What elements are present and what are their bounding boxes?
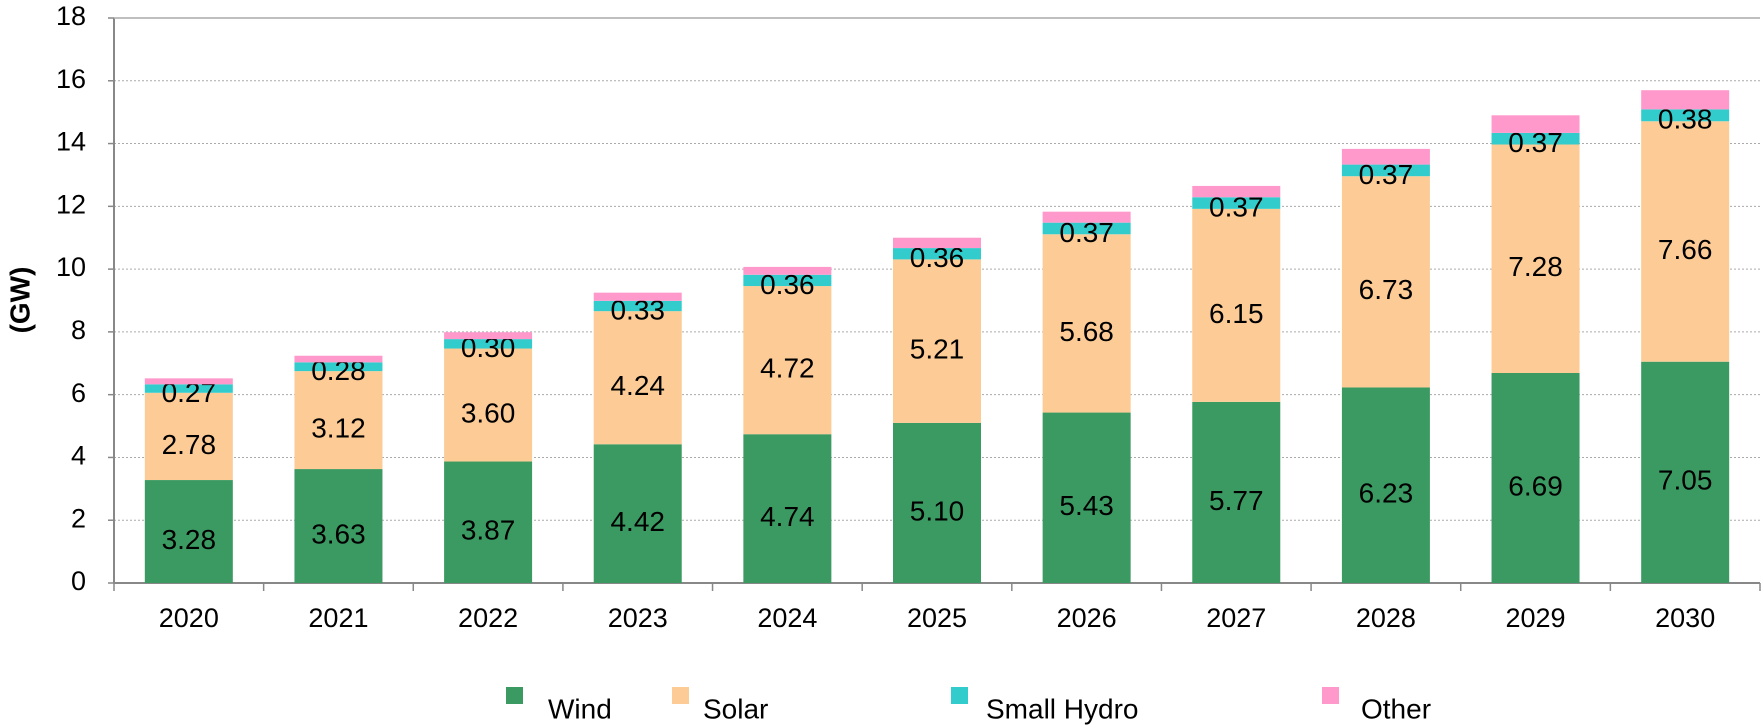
data-label: 3.12	[311, 412, 366, 443]
data-label: 4.74	[760, 501, 815, 532]
bar-segment	[1491, 144, 1580, 374]
bar-segment	[743, 266, 832, 275]
legend-label: Other	[1361, 693, 1431, 724]
bar-segment	[1341, 164, 1430, 177]
x-tick-label: 2029	[1506, 603, 1566, 633]
bar-segment	[1192, 208, 1281, 402]
bar-segment	[1192, 401, 1281, 583]
y-tick-label: 12	[56, 189, 86, 219]
bar-segment	[593, 311, 682, 445]
bar-segment	[893, 248, 981, 260]
data-label: 5.21	[910, 334, 965, 365]
data-label: 3.28	[162, 524, 217, 555]
y-tick-label: 18	[56, 1, 86, 31]
x-tick-label: 2028	[1356, 603, 1416, 633]
bar-segment	[294, 371, 383, 470]
bar-segment	[1042, 211, 1131, 223]
x-tick-label: 2020	[159, 603, 219, 633]
data-label: 7.28	[1508, 251, 1563, 282]
legend-label: Small Hydro	[986, 693, 1138, 724]
bar-segment	[444, 348, 533, 462]
legend-swatch	[1322, 687, 1339, 704]
bar-segment	[893, 422, 981, 583]
bar-segment	[1192, 185, 1281, 198]
data-label: 3.87	[461, 515, 516, 546]
x-tick-label: 2021	[308, 603, 368, 633]
data-label: 6.23	[1359, 478, 1414, 509]
y-tick-label: 8	[71, 315, 86, 345]
bar-segment	[1491, 373, 1580, 583]
bar-segment	[1641, 121, 1730, 362]
bar-segment	[444, 461, 533, 583]
data-label: 3.60	[461, 397, 516, 428]
x-tick-label: 2030	[1655, 603, 1715, 633]
bar-segment	[1341, 387, 1430, 583]
data-label: 7.05	[1658, 465, 1713, 496]
bar-segment	[444, 332, 533, 340]
x-tick-label: 2023	[608, 603, 668, 633]
bar-segment	[1042, 234, 1131, 413]
data-label: 3.63	[311, 518, 366, 549]
bar-segment	[294, 362, 383, 372]
bar-segment	[144, 392, 233, 481]
data-label: 5.43	[1059, 490, 1114, 521]
bar-segment	[1341, 148, 1430, 165]
x-tick-label: 2024	[757, 603, 817, 633]
data-label: 4.42	[610, 506, 665, 537]
x-tick-label: 2022	[458, 603, 518, 633]
bar-segment	[444, 339, 533, 349]
bar-segment	[1641, 109, 1730, 122]
bar-segment	[893, 237, 981, 249]
y-tick-label: 16	[56, 64, 86, 94]
bar-segment	[294, 469, 383, 583]
bar-segment	[743, 286, 832, 435]
bar-segment	[743, 274, 832, 287]
data-label: 4.24	[610, 370, 665, 401]
legend-label: Wind	[548, 693, 612, 724]
bar-segment	[144, 378, 233, 385]
y-axis-label: (GW)	[4, 267, 35, 334]
bar-segment	[144, 384, 233, 393]
bar-segment	[1641, 361, 1730, 583]
x-tick-label: 2027	[1206, 603, 1266, 633]
data-label: 7.66	[1658, 234, 1713, 265]
bar-segment	[1042, 222, 1131, 235]
bar-segment	[1491, 132, 1580, 145]
y-tick-label: 4	[71, 441, 86, 471]
y-tick-label: 0	[71, 566, 86, 596]
x-tick-label: 2025	[907, 603, 967, 633]
data-label: 4.72	[760, 353, 815, 384]
legend-swatch	[672, 687, 689, 704]
legend-label: Solar	[703, 693, 768, 724]
bar-segment	[294, 355, 383, 363]
bar-segment	[1192, 197, 1281, 209]
data-label: 6.69	[1508, 470, 1563, 501]
bar-segment	[743, 434, 832, 583]
bar-segment	[593, 292, 682, 301]
legend-swatch	[951, 687, 968, 704]
bar-segment	[1341, 176, 1430, 388]
bar-segment	[1042, 412, 1131, 583]
bar-segment	[593, 300, 682, 312]
y-tick-label: 14	[56, 127, 86, 157]
data-label: 6.73	[1359, 274, 1414, 305]
y-tick-label: 10	[56, 252, 86, 282]
data-label: 6.15	[1209, 298, 1264, 329]
legend-swatch	[506, 687, 523, 704]
bar-segment	[1491, 115, 1580, 133]
bar-segment	[593, 444, 682, 583]
y-tick-label: 2	[71, 503, 86, 533]
data-label: 5.77	[1209, 485, 1264, 516]
data-label: 2.78	[162, 429, 217, 460]
data-label: 5.68	[1059, 316, 1114, 347]
bar-segment	[1641, 90, 1730, 110]
bar-segment	[144, 480, 233, 583]
data-label: 5.10	[910, 495, 965, 526]
y-tick-label: 6	[71, 378, 86, 408]
bar-segment	[893, 259, 981, 423]
x-tick-label: 2026	[1057, 603, 1117, 633]
